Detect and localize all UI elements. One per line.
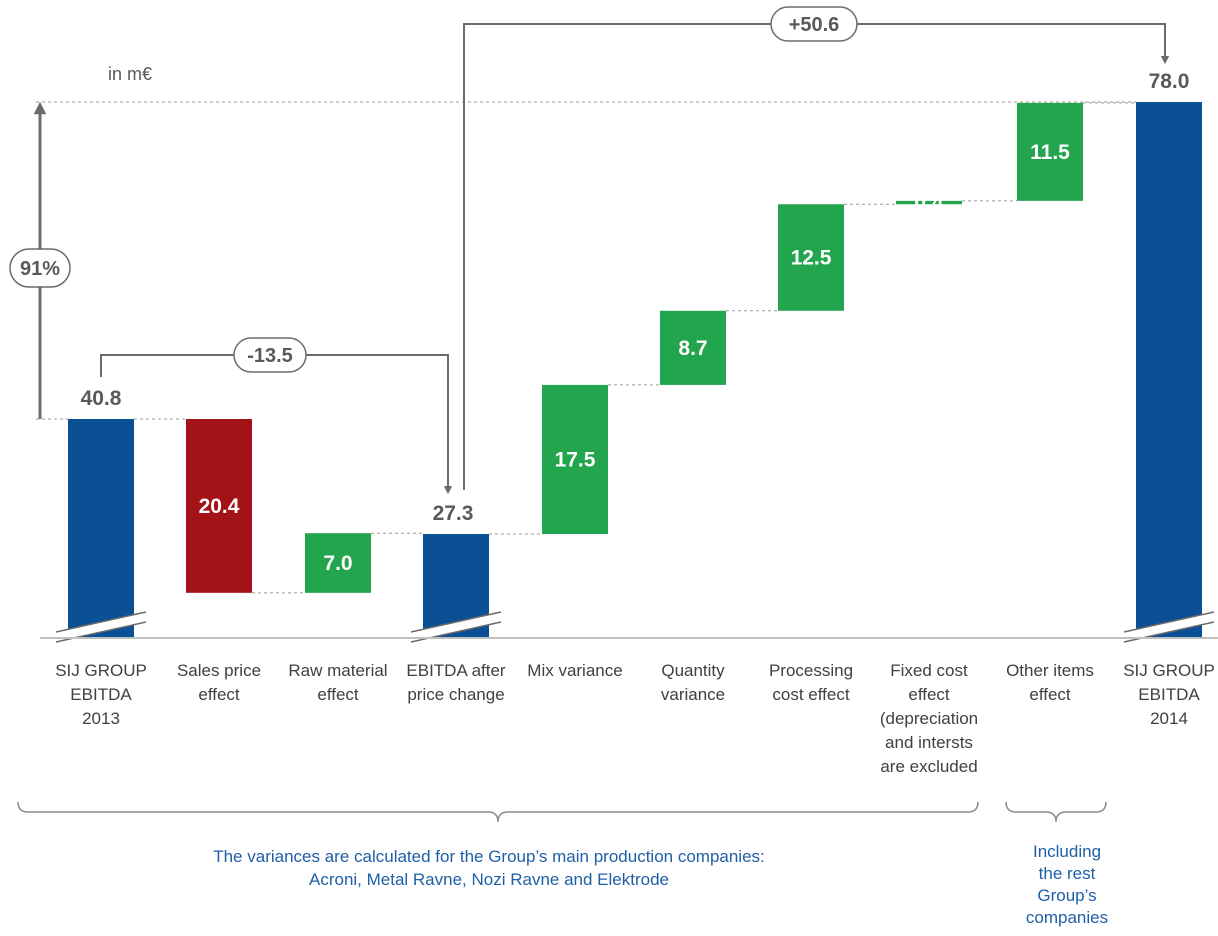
annotations-group: 91% -13.5 +50.6 — [9, 6, 1170, 495]
connector-lines — [36, 101, 1136, 594]
price-change-arrow — [100, 354, 453, 495]
category-label-4: EBITDA after price change — [406, 661, 506, 704]
category-label-10: SIJ GROUP EBITDA 2014 — [1123, 661, 1215, 728]
value-label-7: 12.5 — [791, 247, 832, 270]
bar-9 — [1017, 102, 1083, 201]
bar-7 — [778, 204, 844, 311]
category-label-3: Raw material effect — [288, 661, 387, 704]
value-label-2: 20.4 — [199, 495, 240, 518]
category-label-8: Fixed cost effect (depreciation and interst… — [880, 661, 978, 776]
svg-text:91%: 91% — [20, 258, 60, 280]
category-labels: SIJ GROUP EBITDA 2013 Sales price effect Raw … — [55, 661, 1215, 776]
bar-6 — [660, 310, 726, 385]
bar-10 — [1136, 102, 1202, 638]
bar-2 — [186, 419, 252, 593]
category-label-6: Quantity variance — [661, 661, 725, 704]
svg-text:-13.5: -13.5 — [247, 345, 293, 367]
bar-1 — [68, 419, 134, 638]
notes-group: The variances are calculated for the Gro… — [17, 801, 1108, 927]
svg-text:+50.6: +50.6 — [789, 14, 840, 36]
bar-5 — [542, 384, 608, 535]
note-main-companies: The variances are calculated for the Gro… — [213, 847, 765, 889]
value-label-6: 8.7 — [678, 337, 707, 360]
operational-change-bubble: +50.6 — [770, 6, 858, 42]
value-label-8: 0.4 — [914, 192, 944, 215]
category-label-9: Other items effect — [1006, 661, 1094, 704]
value-label-9: 11.5 — [1030, 141, 1070, 164]
unit-label: in m€ — [108, 64, 152, 84]
note-rest-companies: Including the rest Group’s companies — [1026, 842, 1108, 927]
value-label-10: 78.0 — [1149, 70, 1190, 93]
category-label-1: SIJ GROUP EBITDA 2013 — [55, 661, 147, 728]
value-label-5: 17.5 — [555, 448, 596, 471]
value-label-4: 27.3 — [433, 502, 474, 525]
category-label-2: Sales price effect — [177, 661, 261, 704]
bar-8 — [896, 200, 962, 205]
value-labels: 40.8 20.4 7.0 27.3 17.5 8.7 12.5 0.4 11.5 78.0 — [81, 70, 1190, 575]
brace-rest-companies — [1005, 801, 1107, 823]
value-label-1: 40.8 — [81, 387, 122, 410]
category-label-7: Processing cost effect — [769, 661, 853, 704]
value-label-3: 7.0 — [323, 552, 352, 575]
bars-group — [68, 102, 1202, 638]
price-change-bubble: -13.5 — [233, 337, 307, 373]
brace-main-companies — [17, 801, 979, 823]
growth-percent-bubble: 91% — [9, 248, 71, 288]
category-label-5: Mix variance — [527, 661, 622, 680]
bar-3 — [305, 533, 371, 593]
